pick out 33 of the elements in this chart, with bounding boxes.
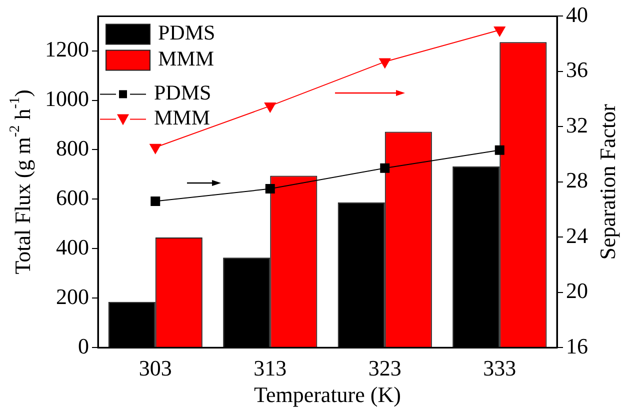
legend-label: PDMS (154, 80, 212, 105)
point (150, 144, 162, 154)
y-axis-title: Total Flux (g m-2 h-1) (6, 89, 35, 274)
point (379, 58, 391, 68)
y2-tick-label: 28 (566, 168, 588, 193)
y-tick-label: 1200 (45, 36, 89, 62)
y-tick-label: 200 (56, 284, 89, 309)
legend-label: MMM (154, 106, 210, 130)
point (494, 145, 504, 155)
y2-tick-label: 40 (566, 2, 588, 27)
x-tick-label: 313 (254, 356, 287, 381)
point (150, 196, 160, 206)
y2-tick-label: 32 (566, 112, 588, 138)
x-tick-label: 323 (368, 356, 402, 381)
y2-tick-label: 24 (566, 222, 588, 248)
point (494, 26, 506, 37)
point (264, 102, 276, 112)
y2-tick-label: 16 (566, 333, 588, 358)
legend-label: PDMS (158, 20, 216, 45)
y-tick-label: 0 (78, 333, 89, 358)
y2-axis-title: Separation Factor (594, 103, 620, 260)
y-tick-label: 800 (56, 136, 89, 161)
y2-tick-label: 36 (566, 57, 588, 82)
point (265, 184, 275, 194)
y2-tick-label: 20 (566, 278, 588, 304)
y-tick-label: 400 (56, 234, 89, 260)
legend-label: MMM (158, 46, 214, 71)
y-tick-label: 1000 (45, 86, 89, 112)
y-tick-label: 600 (56, 184, 89, 210)
x-axis-title: Temperature (K) (254, 382, 401, 407)
point (380, 163, 390, 173)
x-tick-label: 303 (138, 356, 172, 381)
x-tick-label: 333 (483, 356, 516, 381)
